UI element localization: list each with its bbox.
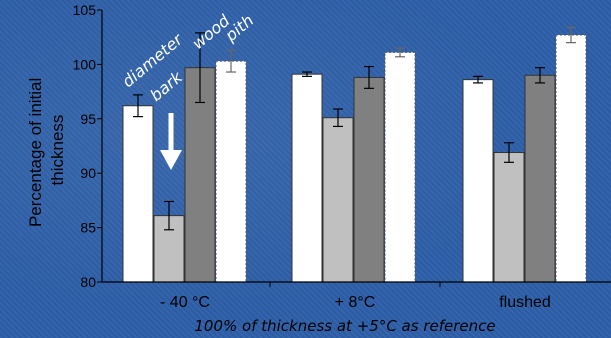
y-tick-label: 85 (80, 220, 96, 236)
y-axis-label: Percentage of initial thickness (26, 73, 67, 227)
bar-pith (555, 34, 587, 283)
x-category-label: - 40 °C (160, 294, 210, 311)
y-axis-label-line-1: Percentage of initial (26, 78, 45, 227)
axes (101, 10, 611, 287)
bar-diameter (122, 105, 154, 283)
bar-bark (493, 152, 525, 283)
y-tick-label: 100 (73, 56, 97, 72)
arrow-head (160, 150, 182, 170)
bar-pith (384, 51, 416, 283)
y-tick-label: 80 (80, 274, 96, 290)
y-axis-ticks: 80 85 90 95 100 105 (73, 2, 102, 290)
bar-wood (524, 74, 556, 283)
bar-diameter (462, 79, 494, 283)
annotation-pith: pith (221, 11, 258, 46)
x-category-label: flushed (499, 294, 551, 311)
y-tick-label: 95 (80, 111, 96, 127)
arrow-indicator (160, 113, 182, 170)
bar-diameter (291, 73, 323, 283)
bar-wood (184, 67, 216, 283)
x-category-label: + 8°C (335, 294, 376, 311)
bar-pith (215, 60, 247, 283)
category-labels: - 40 °C + 8°C flushed (160, 294, 551, 311)
y-axis-label-line-2: thickness (48, 115, 67, 186)
bar-bark (322, 117, 354, 283)
y-tick-label: 90 (80, 165, 96, 181)
y-tick-label: 105 (73, 2, 97, 18)
bar-wood (353, 76, 385, 283)
bars (122, 26, 587, 283)
reference-note: 100% of thickness at +5°C as reference (194, 317, 495, 335)
